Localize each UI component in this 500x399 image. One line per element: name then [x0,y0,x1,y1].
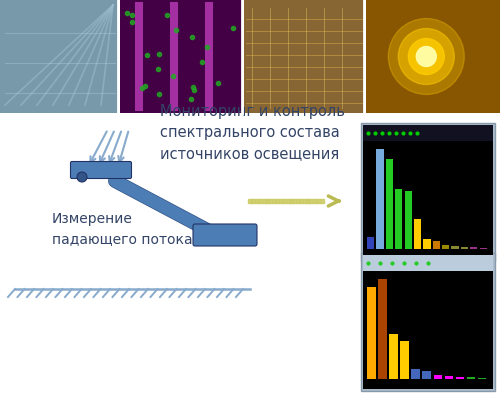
Bar [170,2,178,111]
Bar [378,279,386,379]
Bar [363,255,493,271]
Bar [467,377,475,379]
Bar [395,189,402,249]
Bar [367,287,376,379]
Bar [389,334,398,379]
Circle shape [388,18,464,95]
Circle shape [77,172,87,182]
Bar [72,161,130,166]
Bar [361,123,495,261]
Bar [461,247,468,249]
Bar [456,377,464,379]
Bar [0,0,118,113]
Bar [363,271,493,389]
FancyBboxPatch shape [193,224,257,246]
Bar [414,219,421,249]
Bar [478,377,486,379]
Bar [442,245,450,249]
Bar [376,149,384,249]
Bar [367,237,374,249]
Circle shape [398,28,454,85]
Bar [244,0,364,113]
Bar [363,125,493,141]
Bar [404,191,412,249]
Bar [452,246,458,249]
Bar [366,0,500,113]
Bar [432,241,440,249]
Circle shape [416,47,436,67]
Bar [120,0,242,113]
FancyBboxPatch shape [70,162,132,178]
Text: Измерение
падающего потока: Измерение падающего потока [52,212,192,246]
Bar [361,253,495,391]
Circle shape [408,38,444,75]
Bar [412,369,420,379]
Bar [424,239,430,249]
Bar [470,247,478,249]
Text: Мониторинг и контроль
спектрального состава
источников освещения: Мониторинг и контроль спектрального сост… [160,104,345,161]
Bar [386,159,393,249]
Bar [434,375,442,379]
Bar [444,376,453,379]
Bar [205,2,213,111]
Bar [480,247,487,249]
Bar [422,371,431,379]
Bar [363,141,493,259]
Bar [400,341,409,379]
Bar [135,2,143,111]
